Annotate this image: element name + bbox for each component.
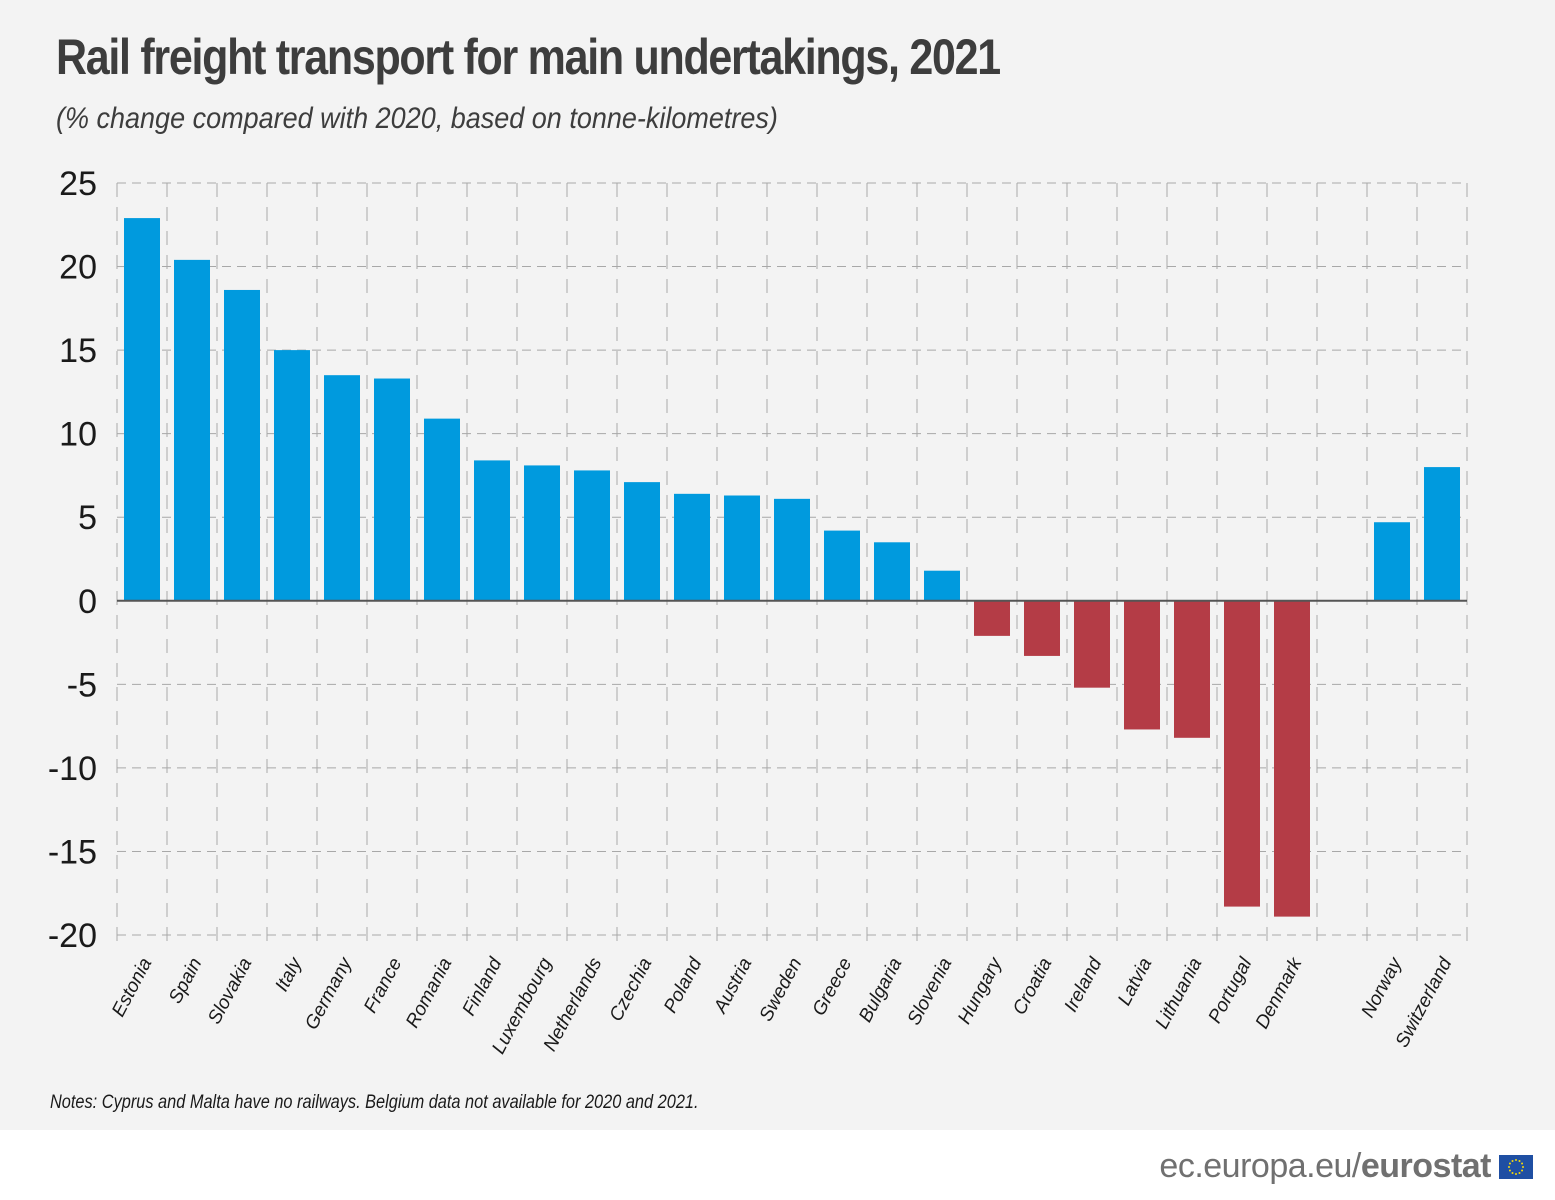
y-axis-ticks: 25 20 15 10 5 0 -5 -10 -15 -20 [48,165,97,955]
y-tick-label: 20 [59,249,97,287]
flag-star [1515,1158,1517,1161]
bar [724,495,760,601]
bar [674,493,710,601]
bar [374,378,410,601]
bar [924,570,960,601]
bar [1124,600,1160,730]
bar [974,600,1010,636]
x-tick-label: Estonia [108,954,156,1020]
flag-star [1521,1169,1524,1171]
bar [174,259,210,601]
x-tick-label: Czechia [606,954,657,1024]
eu-flag-icon [1499,1154,1533,1179]
bar [774,498,810,601]
y-tick-label: -5 [67,666,97,704]
x-tick-label: Hungary [954,953,1007,1028]
x-tick-label: Austria [710,954,757,1017]
bars [124,218,1460,917]
x-tick-label: Romania [402,954,456,1031]
x-tick-label: Slovenia [904,954,957,1028]
bar [474,460,510,601]
y-tick-label: -10 [48,750,97,788]
bar [424,418,460,601]
x-tick-label: Latvia [1114,954,1156,1009]
bar-chart: 25 20 15 10 5 0 -5 -10 -15 -20 Estonia SpainSlovak… [48,165,1468,1058]
bar [324,375,360,601]
bar [124,218,160,601]
footer-branding: ec.europa.eu/ eurostat [1159,1147,1533,1186]
notes-text: Notes: Cyprus and Malta have no railways… [50,1092,699,1113]
flag-star [1515,1172,1517,1175]
y-tick-label: -15 [48,833,97,871]
flag-star [1511,1171,1514,1174]
y-tick-label: -20 [48,917,97,955]
x-tick-label: Lithuania [1152,954,1207,1032]
y-tick-label: 25 [59,165,97,203]
flag-star [1521,1162,1524,1164]
footer-url-prefix: ec.europa.eu/ [1159,1147,1361,1185]
flag-star [1508,1165,1510,1168]
bar [224,289,260,601]
x-tick-label: Norway [1358,953,1407,1021]
x-tick-label: Slovakia [204,954,256,1027]
y-tick-label: 0 [78,583,97,621]
x-tick-label: Bulgaria [855,954,906,1025]
bar [1374,522,1410,601]
bar [624,482,660,601]
x-tick-label: Poland [660,953,707,1016]
chart-subtitle: (% change compared with 2020, based on t… [56,102,778,135]
bar [1224,600,1260,907]
x-tick-label: Finland [459,953,507,1019]
flag-star [1518,1171,1521,1174]
chart-title: Rail freight transport for main undertak… [56,29,1001,85]
flag-star [1522,1165,1524,1168]
bar [1424,467,1460,601]
x-tick-label: Sweden [756,954,807,1024]
flag-star [1508,1162,1511,1164]
x-tick-label: Denmark [1252,953,1307,1032]
bar [1274,600,1310,917]
flag-star [1508,1169,1511,1171]
bar [874,542,910,601]
y-tick-label: 15 [59,332,97,370]
bar [1174,600,1210,738]
bar [824,530,860,601]
x-tick-label: Croatia [1009,954,1056,1018]
bar [574,470,610,601]
footer-brand: eurostat [1360,1147,1492,1185]
x-tick-label: Italy [272,953,308,995]
x-tick-label: Germany [301,953,357,1033]
x-tick-label: Greece [809,954,857,1019]
y-tick-label: 10 [59,416,97,454]
bar [1024,600,1060,656]
bar [524,465,560,601]
flag-star [1511,1159,1514,1162]
bar [274,350,310,601]
x-tick-label: Ireland [1061,953,1107,1015]
y-tick-label: 5 [78,499,97,537]
x-tick-label: France [360,954,406,1016]
flag-star [1518,1159,1521,1162]
x-tick-label: Portugal [1205,954,1257,1027]
x-tick-label: Spain [165,954,206,1007]
bar [1074,600,1110,688]
